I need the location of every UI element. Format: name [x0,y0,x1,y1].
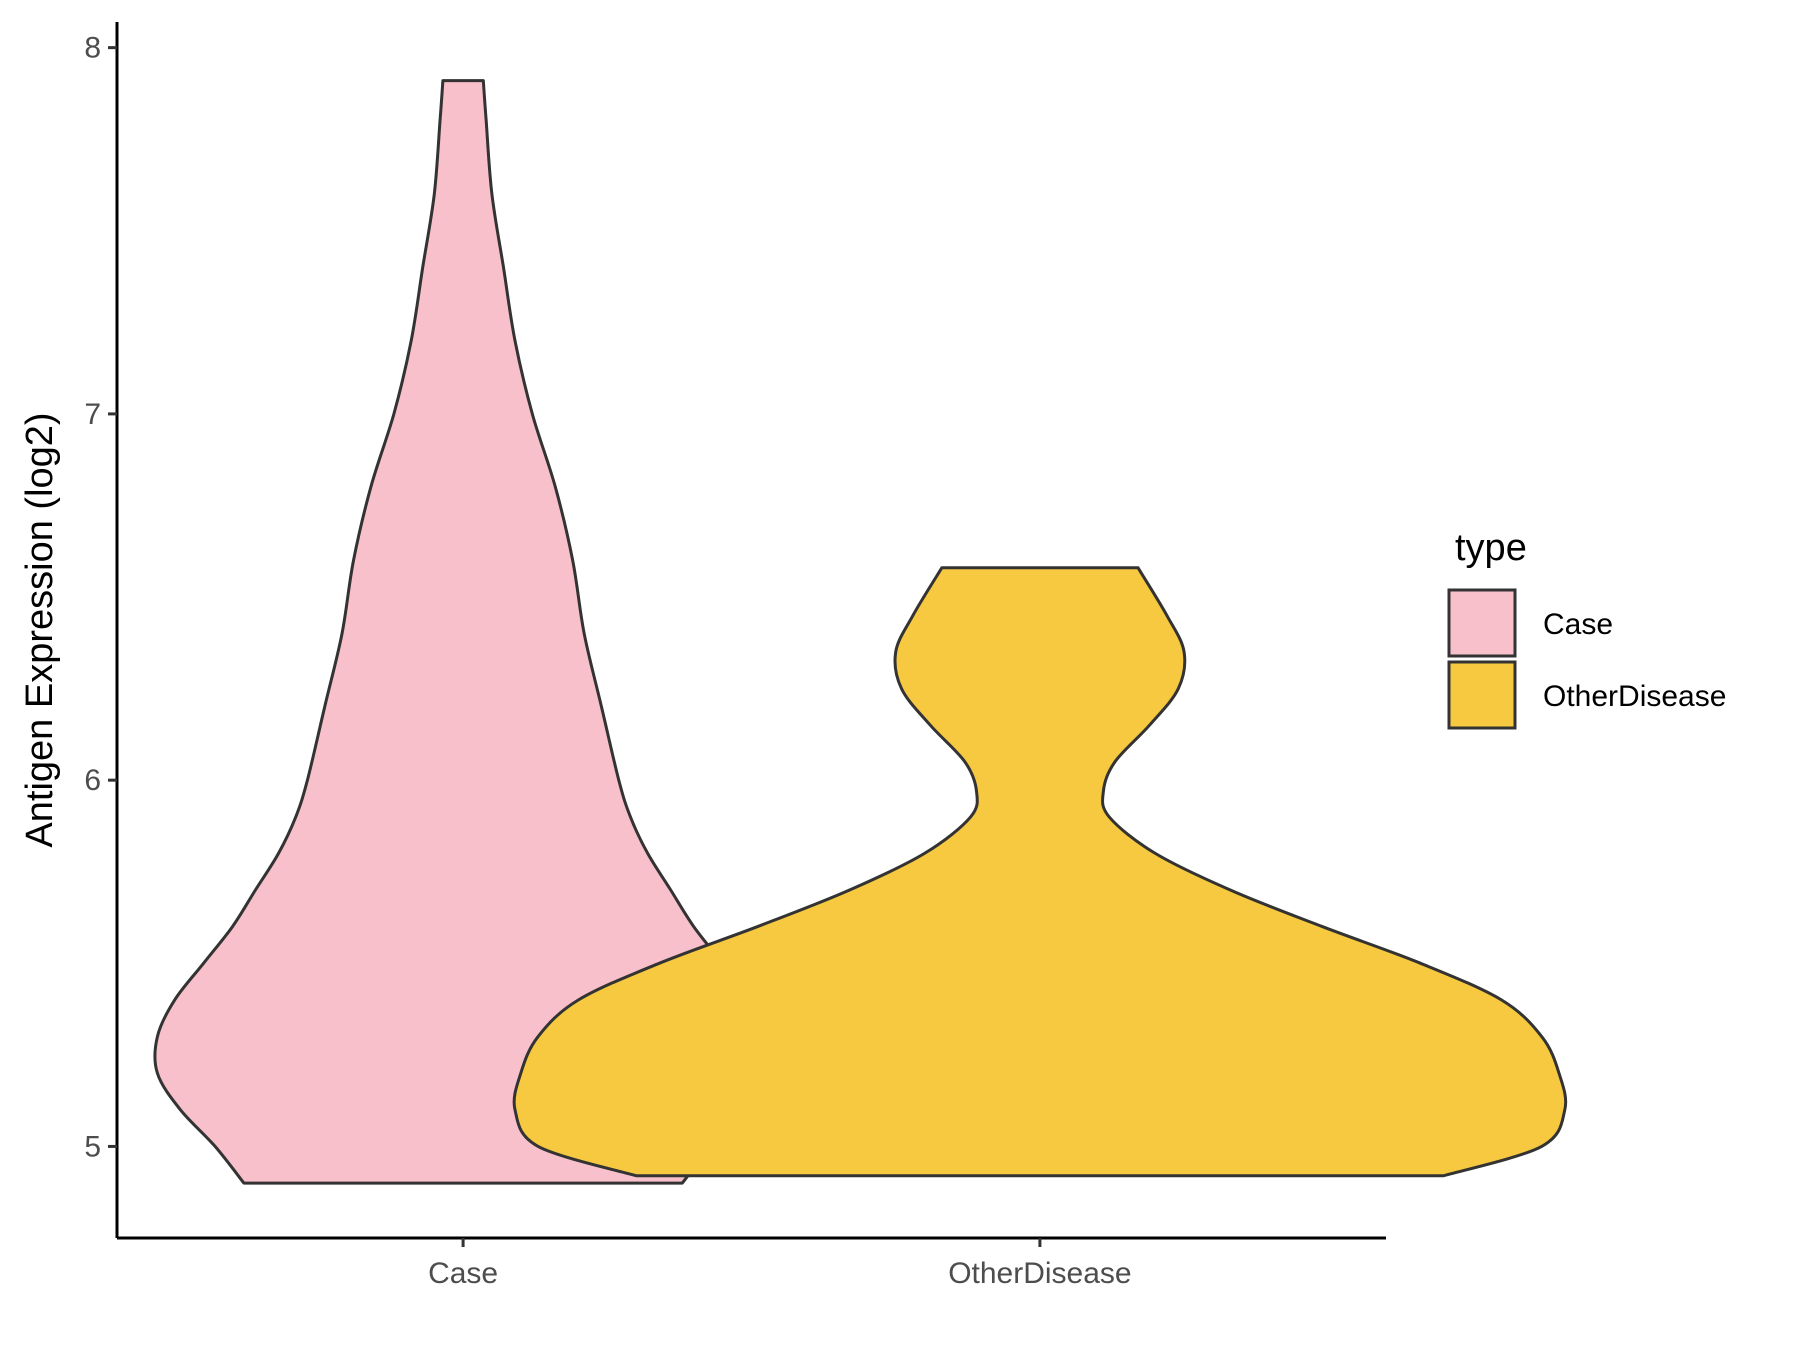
y-axis-title: Antigen Expression (log2) [19,412,61,847]
legend-label: OtherDisease [1543,680,1726,713]
legend: type Case OtherDisease [1447,527,1726,730]
y-axis-ticks: 5 6 7 8 [84,32,117,1163]
x-axis-ticks: Case OtherDisease [428,1238,1132,1290]
legend-label: Case [1543,608,1613,641]
y-tick-label: 7 [84,398,101,431]
x-tick-label: Case [428,1257,498,1290]
legend-title: type [1455,527,1527,569]
y-tick-label: 6 [84,764,101,797]
x-tick-label: OtherDisease [948,1257,1131,1290]
violin-otherdisease [512,566,1568,1178]
violins-layer [153,79,1568,1185]
violin-case [153,79,773,1185]
y-tick-label: 8 [84,32,101,65]
legend-key-case [1447,588,1517,658]
legend-key-otherdisease [1447,660,1517,730]
y-tick-label: 5 [84,1130,101,1163]
